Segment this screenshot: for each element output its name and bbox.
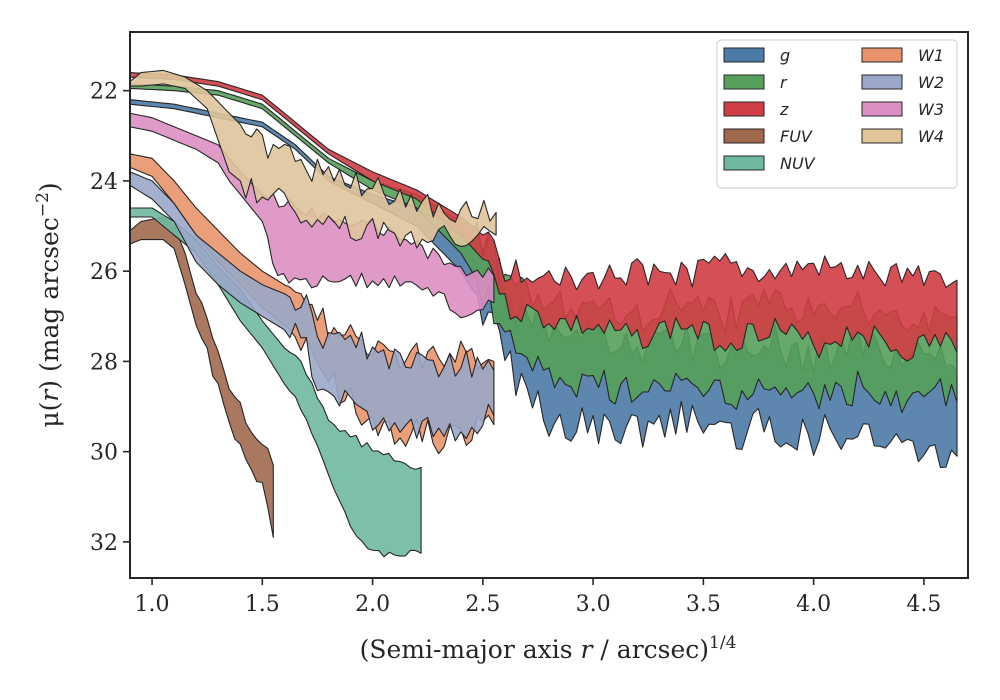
- band-z: [129, 72, 958, 362]
- y-tick-label: 32: [90, 531, 118, 556]
- band-w4: [129, 69, 497, 249]
- x-axis-title: (Semi-major axis r / arcsec)1/4: [360, 633, 737, 664]
- series-bands: [129, 69, 958, 558]
- y-tick-label: 26: [90, 260, 118, 285]
- legend-swatch-w4: [861, 128, 903, 144]
- legend-swatch-z: [723, 101, 765, 117]
- legend-label-w1: W1: [918, 46, 944, 65]
- legend-swatch-nuv: [723, 155, 765, 171]
- y-axis-ticks: 22 24 26 28 30 32: [90, 80, 130, 556]
- y-tick-label: 24: [90, 170, 118, 195]
- legend-label-w4: W4: [918, 127, 944, 146]
- legend-label-r: r: [780, 73, 788, 92]
- legend-label-fuv: FUV: [780, 127, 813, 146]
- legend-swatch-w3: [861, 101, 903, 117]
- legend-swatch-g: [723, 47, 765, 63]
- y-axis-title: μ(r) (mag arcsec−2): [33, 182, 64, 427]
- legend-swatch-r: [723, 74, 765, 90]
- legend-label-nuv: NUV: [780, 154, 816, 173]
- legend-label-z: z: [779, 100, 789, 119]
- x-tick-label: 3.5: [686, 592, 721, 617]
- legend-swatch-w2: [861, 74, 903, 90]
- x-tick-label: 4.5: [906, 592, 941, 617]
- y-tick-label: 22: [90, 80, 118, 105]
- legend: grz FUV NUV W1 W2 W3 W4: [716, 39, 958, 189]
- x-tick-label: 4.0: [796, 592, 831, 617]
- x-axis-ticks: 1.0 1.5 2.0 2.5 3.0 3.5 4.0 4.5: [135, 578, 941, 617]
- legend-swatch-fuv: [723, 128, 765, 144]
- legend-swatch-w1: [861, 47, 903, 63]
- legend-label-w2: W2: [918, 73, 944, 92]
- x-tick-label: 1.5: [245, 592, 280, 617]
- plot-frame: [129, 31, 969, 579]
- band-w2: [129, 171, 495, 442]
- legend-label-g: g: [780, 46, 790, 65]
- x-tick-label: 2.5: [465, 592, 500, 617]
- x-tick-label: 3.0: [576, 592, 611, 617]
- legend-label-w3: W3: [918, 100, 944, 119]
- y-tick-label: 30: [90, 441, 118, 466]
- x-tick-label: 1.0: [135, 592, 170, 617]
- y-tick-label: 28: [90, 350, 118, 375]
- x-tick-label: 2.0: [355, 592, 390, 617]
